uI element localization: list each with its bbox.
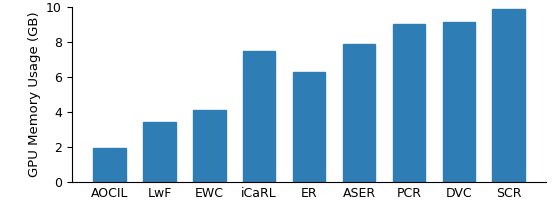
Bar: [343, 44, 375, 182]
Bar: [443, 22, 475, 182]
Bar: [243, 50, 275, 182]
Y-axis label: GPU Memory Usage (GB): GPU Memory Usage (GB): [28, 12, 41, 177]
Bar: [492, 9, 525, 182]
Bar: [93, 148, 126, 182]
Bar: [392, 24, 425, 182]
Bar: [293, 71, 325, 182]
Bar: [143, 122, 176, 182]
Bar: [193, 110, 226, 182]
